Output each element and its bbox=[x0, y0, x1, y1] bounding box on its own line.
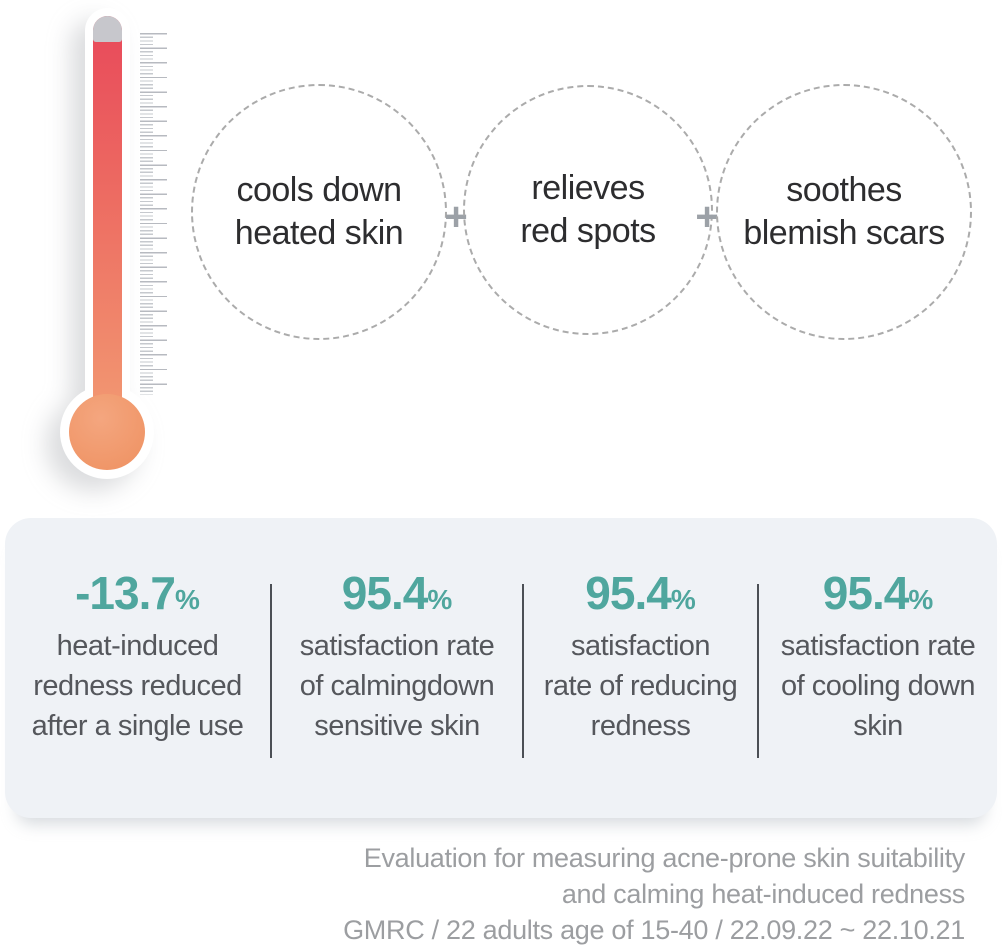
plus-icon: + bbox=[695, 195, 719, 239]
benefit-line: heated skin bbox=[234, 214, 404, 252]
benefit-text: soothes blemish scars bbox=[743, 169, 945, 255]
stat-item-cooling-down: 95.4% satisfaction rate of cooling down … bbox=[759, 518, 997, 818]
stat-value: -13.7% bbox=[5, 570, 270, 616]
footnote: Evaluation for measuring acne-prone skin… bbox=[343, 840, 965, 948]
stat-desc-line: redness reduced bbox=[33, 670, 242, 702]
stat-value: 95.4% bbox=[272, 570, 522, 616]
divider bbox=[522, 584, 524, 758]
thermometer-bulb-fill bbox=[69, 394, 145, 470]
benefit-line: soothes bbox=[786, 170, 902, 209]
stat-description: satisfaction rate of reducing redness bbox=[524, 626, 757, 746]
footnote-line: Evaluation for measuring acne-prone skin… bbox=[363, 843, 966, 873]
divider bbox=[757, 584, 759, 758]
stat-desc-line: after a single use bbox=[31, 710, 244, 742]
thermometer-cap bbox=[93, 16, 122, 42]
stat-unit: % bbox=[670, 584, 696, 615]
benefit-text: relieves red spots bbox=[520, 167, 656, 253]
thermometer-mercury bbox=[93, 16, 122, 420]
stat-desc-line: rate of reducing bbox=[543, 670, 738, 702]
stat-number: 95.4 bbox=[822, 567, 910, 619]
benefit-circle-soothes: soothes blemish scars bbox=[716, 84, 972, 340]
stat-desc-line: sensitive skin bbox=[314, 710, 480, 742]
stat-unit: % bbox=[174, 584, 200, 615]
divider bbox=[270, 584, 272, 758]
stat-desc-line: satisfaction rate bbox=[780, 630, 976, 662]
stat-number: -13.7 bbox=[75, 567, 176, 619]
stats-panel: -13.7% heat-induced redness reduced afte… bbox=[5, 518, 997, 818]
footnote-line: and calming heat-induced redness bbox=[561, 879, 965, 909]
stat-description: satisfaction rate of calmingdown sensiti… bbox=[272, 626, 522, 746]
benefit-line: cools down bbox=[236, 170, 402, 209]
stat-description: heat-induced redness reduced after a sin… bbox=[5, 626, 270, 746]
stat-desc-line: skin bbox=[853, 710, 903, 742]
footnote-line: GMRC / 22 adults age of 15-40 / 22.09.22… bbox=[343, 915, 965, 945]
stat-item-redness-reduced: -13.7% heat-induced redness reduced afte… bbox=[5, 518, 270, 818]
thermometer-icon bbox=[0, 0, 220, 500]
stat-value: 95.4% bbox=[524, 570, 757, 616]
benefit-circle-cools-down: cools down heated skin bbox=[191, 84, 447, 340]
stat-description: satisfaction rate of cooling down skin bbox=[759, 626, 997, 746]
stat-unit: % bbox=[427, 584, 453, 615]
benefit-circle-relieves: relieves red spots bbox=[463, 85, 713, 335]
stat-item-calming-satisfaction: 95.4% satisfaction rate of calmingdown s… bbox=[272, 518, 522, 818]
stat-unit: % bbox=[908, 584, 934, 615]
stat-number: 95.4 bbox=[341, 567, 429, 619]
benefit-line: blemish scars bbox=[743, 214, 945, 252]
stat-desc-line: satisfaction rate bbox=[299, 630, 495, 662]
stat-number: 95.4 bbox=[585, 567, 672, 619]
thermometer-scale bbox=[140, 33, 167, 395]
stat-desc-line: satisfaction bbox=[570, 630, 711, 662]
benefit-line: relieves bbox=[531, 168, 645, 207]
stat-desc-line: of calmingdown bbox=[299, 670, 495, 702]
benefit-text: cools down heated skin bbox=[234, 169, 404, 255]
stat-desc-line: redness bbox=[590, 710, 691, 742]
stat-desc-line: of cooling down bbox=[780, 670, 976, 702]
stat-value: 95.4% bbox=[759, 570, 997, 616]
stat-desc-line: heat-induced bbox=[56, 630, 219, 662]
stat-item-reducing-redness: 95.4% satisfaction rate of reducing redn… bbox=[524, 518, 757, 818]
benefit-line: red spots bbox=[520, 212, 656, 250]
plus-icon: + bbox=[444, 195, 468, 239]
